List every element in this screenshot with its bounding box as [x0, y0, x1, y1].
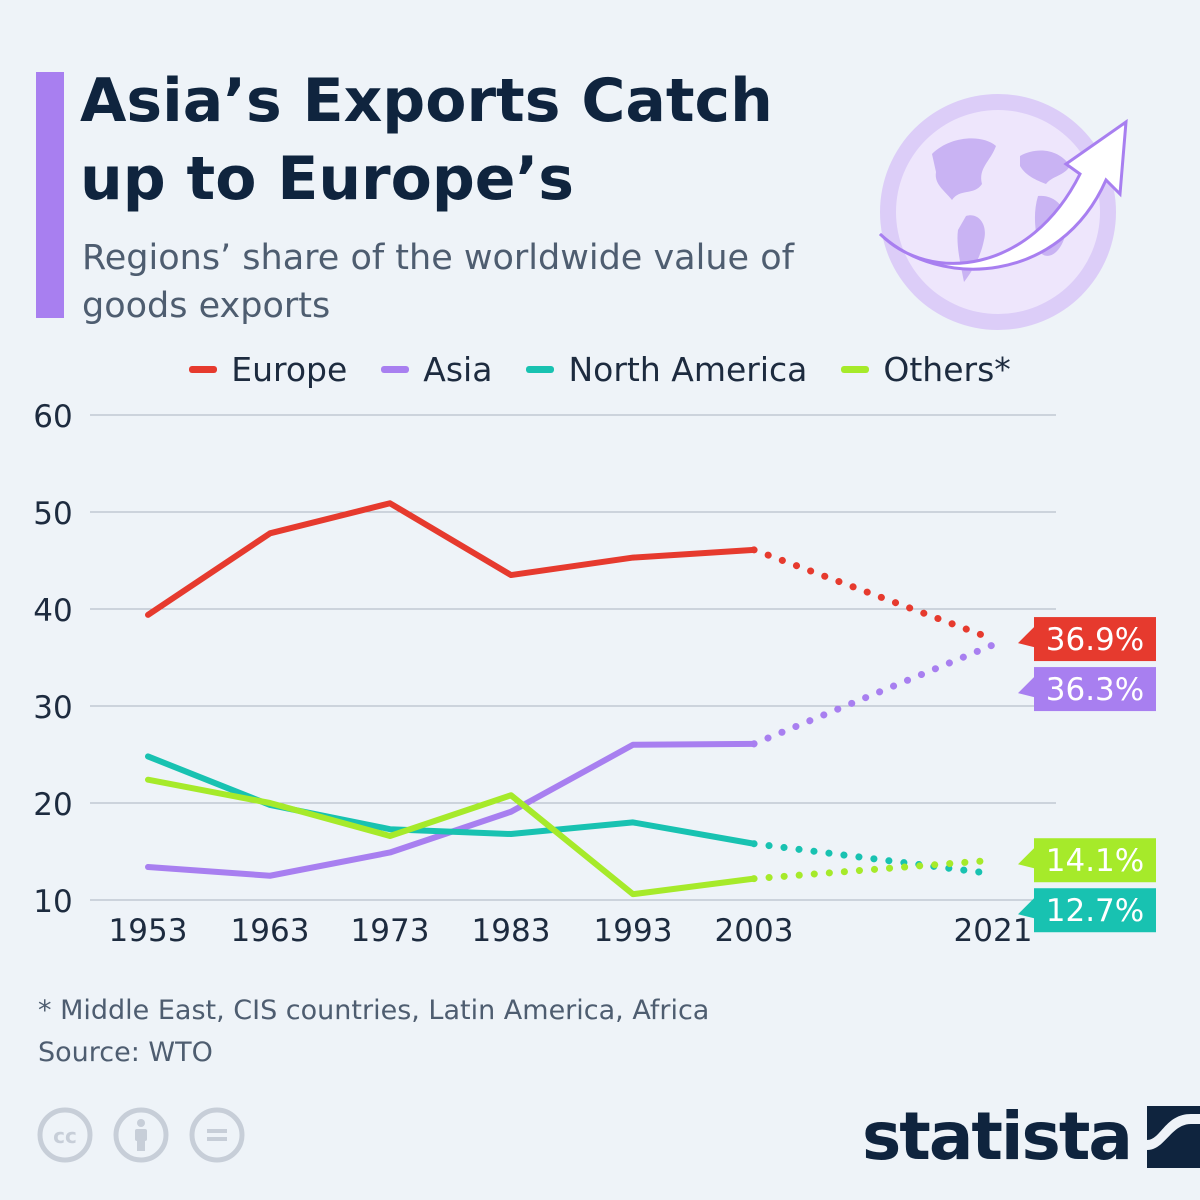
- end-label-box-others: [1034, 838, 1156, 883]
- end-label-box-north-america: [1034, 888, 1156, 933]
- series-projection-europe: [750, 546, 997, 643]
- legend-label: Others*: [883, 350, 1011, 389]
- no-derivatives-icon[interactable]: [188, 1106, 246, 1164]
- source-note: Source: WTO: [38, 1037, 213, 1068]
- page-subtitle: Regions’ share of the worldwide value of…: [82, 238, 794, 326]
- legend-label: Europe: [231, 350, 348, 389]
- x-tick-label: 1983: [472, 913, 551, 949]
- line-chart: 10 20 30 40 50 60 1953 1963 1973 1983 1993 2003 2021…: [33, 399, 1156, 949]
- chart-legend: Europe Asia North America Others*: [0, 350, 1200, 389]
- end-label-europe: 36.9%: [1046, 622, 1144, 658]
- end-label-pointer-others: [1018, 848, 1034, 869]
- legend-swatch-asia: [381, 366, 410, 373]
- series-line-europe: [145, 500, 757, 618]
- creative-commons-icon[interactable]: cc: [36, 1106, 94, 1164]
- svg-text:cc: cc: [53, 1124, 77, 1148]
- legend-swatch-europe: [189, 366, 218, 373]
- y-tick-label: 40: [33, 593, 72, 629]
- y-tick-label: 30: [33, 690, 72, 726]
- y-tick-label: 10: [33, 884, 72, 920]
- x-tick-label: 1963: [231, 913, 310, 949]
- y-tick-label: 50: [33, 496, 72, 532]
- end-label-north-america: 12.7%: [1046, 893, 1144, 929]
- legend-item-europe: Europe: [189, 350, 347, 389]
- end-label-pointer-north-america: [1018, 898, 1034, 919]
- x-tick-label: 1993: [594, 913, 673, 949]
- statista-logo[interactable]: statista: [862, 1098, 1200, 1175]
- x-tick-label: 1973: [351, 913, 430, 949]
- attribution-icon[interactable]: [112, 1106, 170, 1164]
- statista-logo-icon: [1146, 1105, 1200, 1168]
- x-tick-label: 2021: [954, 913, 1033, 949]
- footnote: * Middle East, CIS countries, Latin Amer…: [38, 995, 710, 1026]
- end-label-pointer-europe: [1018, 627, 1034, 648]
- page-title: Asia’s Exports Catch up to Europe’s: [80, 66, 773, 214]
- footnote-block: * Middle East, CIS countries, Latin Amer…: [38, 990, 709, 1074]
- end-label-pointer-asia: [1018, 677, 1034, 698]
- y-tick-label: 20: [33, 787, 72, 823]
- series-projection-others: [750, 856, 997, 883]
- x-tick-label: 2003: [715, 913, 794, 949]
- series-line-asia: [145, 740, 757, 879]
- legend-label: Asia: [423, 350, 493, 389]
- legend-item-asia: Asia: [381, 350, 492, 389]
- accent-bar: [36, 72, 64, 318]
- y-tick-label: 60: [33, 399, 72, 435]
- brand-name: statista: [862, 1098, 1133, 1175]
- x-tick-label: 1953: [109, 913, 188, 949]
- end-label-box-europe: [1034, 617, 1156, 662]
- series-line-others: [145, 776, 757, 898]
- legend-swatch-north-america: [526, 366, 555, 373]
- legend-item-others: Others*: [841, 350, 1011, 389]
- end-label-asia: 36.3%: [1046, 672, 1144, 708]
- series-projection-north-america: [750, 840, 997, 878]
- legend-label: North America: [568, 350, 808, 389]
- license-icons: cc: [36, 1106, 246, 1164]
- series-projection-asia: [750, 641, 997, 748]
- end-label-box-asia: [1034, 667, 1156, 712]
- legend-item-north-america: North America: [526, 350, 807, 389]
- legend-swatch-others: [841, 366, 870, 373]
- end-label-others: 14.1%: [1046, 843, 1144, 879]
- globe-arrow-icon: [878, 94, 1128, 330]
